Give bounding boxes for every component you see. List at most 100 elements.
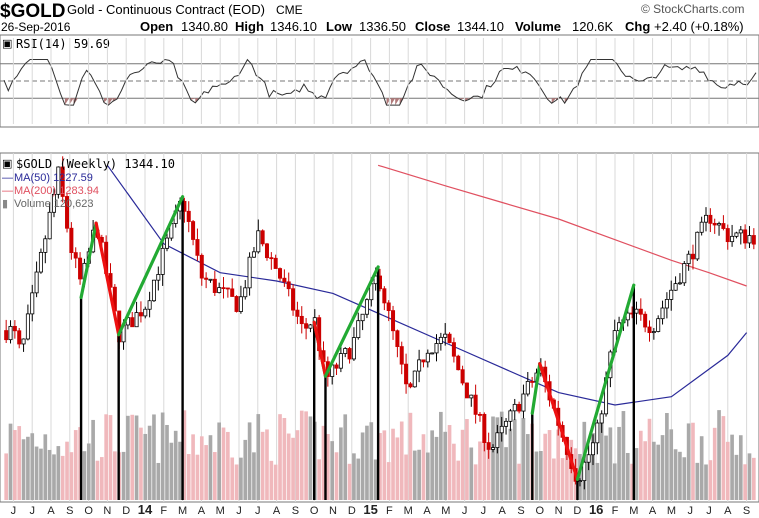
candle-body [686,253,691,264]
volume-bar [121,451,126,500]
candle-body [473,394,478,415]
x-tick-label: F [386,505,393,517]
candle-body [682,263,687,284]
high-value: 1346.10 [270,19,317,34]
volume-bar [708,460,713,500]
candle-body [408,383,413,388]
candle-body [134,312,139,328]
candle-body [264,243,269,259]
price-marker-icon: ▣ [2,158,12,170]
volume-bar [452,443,456,500]
volume-bar [265,429,269,500]
volume-bar [408,412,413,500]
volume-bar [517,463,521,500]
candle-body [660,307,665,320]
volume-bar [326,434,330,500]
volume-bar [186,454,191,500]
trend-line [94,221,121,337]
volume-bar [304,411,308,500]
volume-bar [69,452,74,500]
x-tick-label: O [84,505,93,517]
volume-bar [134,415,139,500]
volume-bar [191,434,195,500]
volume-bar [282,417,287,500]
candle-body [360,313,365,322]
chart-header: $GOLD Gold - Continuous Contract (EOD) C… [0,1,745,34]
volume-bar [8,423,13,500]
candle-body [530,381,535,383]
volume-bar [365,425,369,500]
volume-bar [234,464,239,500]
candle-body [347,348,352,360]
candle-body [404,363,409,385]
volume-bar [169,442,174,500]
candle-body [486,442,491,450]
volume-bar [343,414,348,500]
candle-body [78,257,83,280]
candle-body [712,222,717,226]
volume-bar [56,446,61,500]
volume-bar [47,449,52,500]
x-tick-label: N [329,505,337,517]
volume-bar [686,423,691,500]
volume-bar [599,415,604,500]
candle-body [34,271,39,294]
volume-bar [139,427,143,500]
candle-body [351,337,356,360]
volume-bar [634,448,639,500]
volume-bar [152,414,156,500]
candle-body [586,454,591,463]
candle-body [477,413,482,416]
volume-bar [269,460,274,500]
chg-label: Chg [625,19,650,34]
volume-bar [126,415,130,500]
trend-line [538,362,580,481]
x-tick-label: A [499,505,507,517]
candle-body [73,252,78,259]
volume-bar [130,414,135,500]
close-value: 1344.10 [457,19,504,34]
candle-body [638,308,643,315]
volume-bar [30,433,35,500]
candle-body [30,292,35,315]
price-legend: ▣ $GOLD (Weekly) 1344.10 — MA(50) 1227.5… [2,157,175,210]
volume-bar [108,415,113,500]
volume-bar [638,430,643,500]
candle-body [208,278,213,281]
vertical-swing-markers [79,196,635,500]
volume-bar [391,428,395,500]
volume-bar [60,455,65,500]
candle-body [195,239,200,256]
volume-bar [643,441,647,500]
trend-line [117,195,185,337]
candle-body [17,330,22,345]
candle-body [725,228,730,243]
candle-body [308,324,313,329]
x-tick-label: F [612,505,619,517]
volume-bar [560,458,565,500]
candle-body [708,214,713,224]
volume-bar [473,464,478,500]
candle-body [590,442,595,456]
trend-line [575,283,636,481]
candle-body [165,237,170,249]
volume-bar [647,418,652,500]
volume-bar [630,463,634,500]
candle-body [451,342,456,357]
volume-bar [399,421,404,500]
candle-body [391,310,396,332]
low-value: 1336.50 [359,19,406,34]
volume-bar [360,432,365,500]
candle-body [673,283,678,291]
x-tick-label: A [423,505,431,517]
candle-body [291,288,296,311]
volume-bar [478,441,482,500]
volume-bar [465,419,469,500]
x-tick-label: 16 [589,502,603,517]
candle-body [417,359,422,372]
volume-bar [73,430,78,500]
x-tick-label: D [348,505,356,517]
rsi-marker-icon: ▣ [2,38,12,50]
volume-label: Volume [515,19,561,34]
volume-bar [104,414,108,500]
